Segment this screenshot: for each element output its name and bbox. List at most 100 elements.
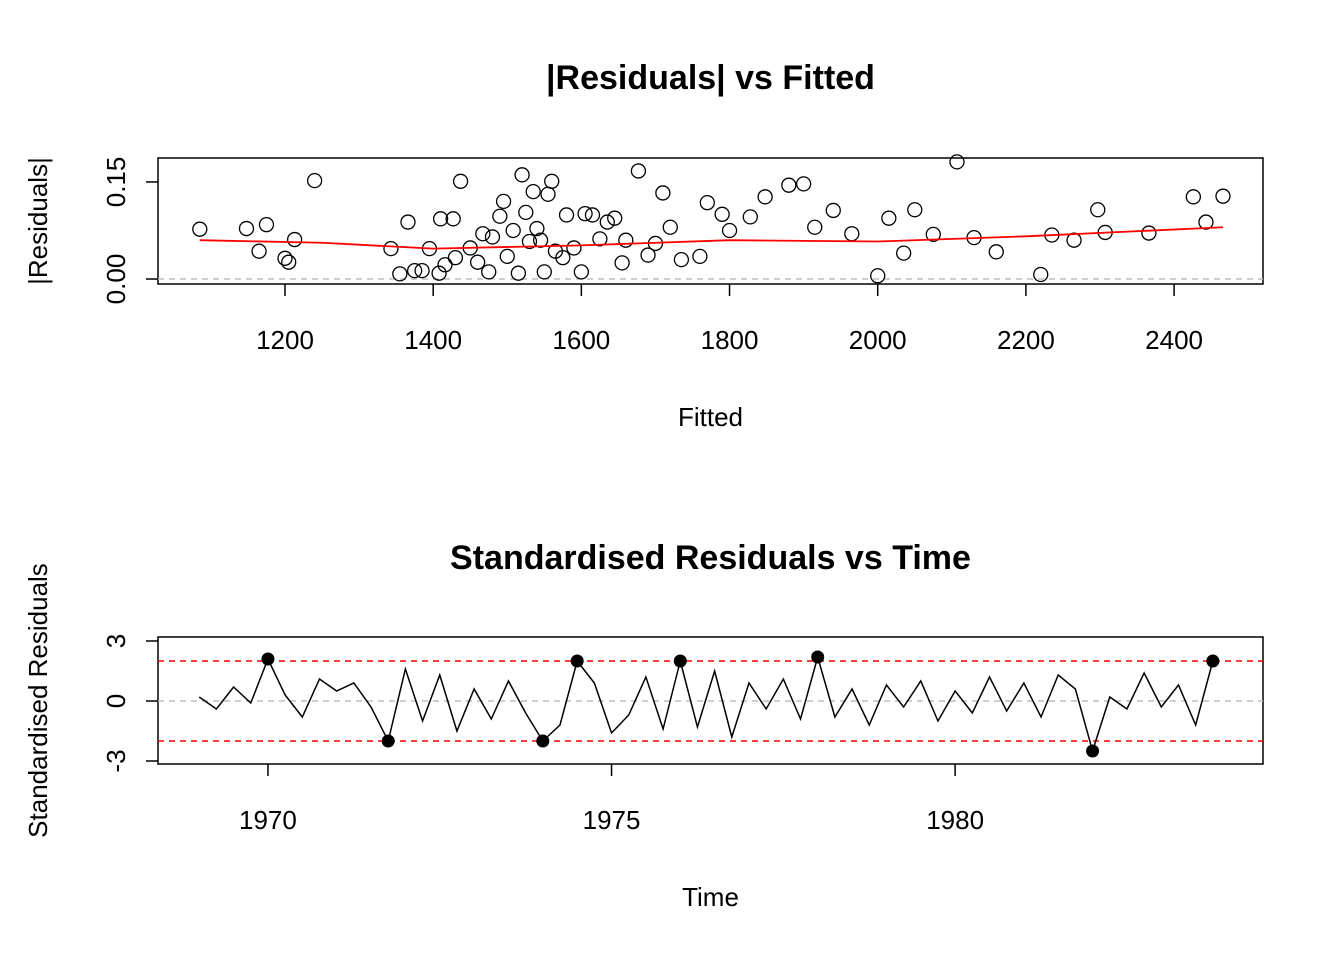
x-tick-label: 1975 <box>583 805 641 835</box>
point <box>306 173 323 189</box>
point <box>251 243 267 259</box>
point <box>492 208 508 224</box>
point <box>1198 214 1214 230</box>
y-tick-label: 0.15 <box>101 157 131 208</box>
y-axis-label: |Residuals| <box>23 157 53 285</box>
point <box>432 211 449 227</box>
point <box>529 220 545 237</box>
point <box>1185 189 1202 205</box>
point <box>573 264 590 280</box>
point <box>540 186 556 202</box>
point <box>640 247 656 263</box>
point <box>592 231 608 247</box>
point <box>532 232 549 248</box>
y-tick-label: -3 <box>101 749 131 772</box>
outlier-point <box>1206 654 1220 668</box>
point <box>277 250 293 266</box>
chart-title: Standardised Residuals vs Time <box>450 539 971 577</box>
point <box>499 248 515 265</box>
point <box>714 206 730 222</box>
point <box>630 163 647 179</box>
point <box>514 167 530 183</box>
point <box>662 219 678 235</box>
point <box>566 240 582 256</box>
point <box>1066 232 1082 248</box>
point <box>383 240 399 257</box>
point <box>577 206 593 222</box>
x-tick-label: 1970 <box>239 805 297 835</box>
outlier-point <box>536 734 550 748</box>
y-tick-label: 3 <box>101 634 131 648</box>
point <box>286 231 303 248</box>
x-axis-label: Fitted <box>678 402 743 432</box>
x-tick-label: 1400 <box>404 325 462 355</box>
point <box>555 250 571 266</box>
point <box>949 154 965 170</box>
point <box>414 262 430 279</box>
point <box>757 189 773 205</box>
point <box>607 210 623 226</box>
point <box>536 264 552 280</box>
point <box>510 265 527 281</box>
point <box>544 173 560 189</box>
y-tick-label: 0.00 <box>101 254 131 305</box>
x-tick-label: 1200 <box>256 325 314 355</box>
y-axis-label: Standardised Residuals <box>23 563 53 838</box>
x-tick-label: 1600 <box>552 325 610 355</box>
x-tick-label: 2000 <box>849 325 907 355</box>
x-axis-label: Time <box>682 882 739 912</box>
point <box>870 268 886 284</box>
point <box>445 211 461 227</box>
plot-frame <box>157 157 1264 285</box>
point <box>452 173 469 189</box>
point <box>258 217 275 233</box>
point <box>699 195 715 211</box>
point <box>475 226 491 242</box>
point <box>407 262 423 279</box>
point <box>495 193 512 210</box>
x-tick-label: 1980 <box>926 805 984 835</box>
point <box>192 221 208 237</box>
point <box>844 226 860 242</box>
point <box>988 244 1004 260</box>
point <box>925 226 941 243</box>
point <box>807 219 823 235</box>
point <box>518 204 534 221</box>
x-tick-label: 1800 <box>701 325 759 355</box>
point <box>437 257 453 273</box>
series-line <box>198 654 1214 754</box>
point <box>721 222 738 239</box>
point <box>431 265 447 281</box>
point <box>781 177 797 193</box>
chart-title: |Residuals| vs Fitted <box>546 59 875 97</box>
point <box>469 254 486 270</box>
point <box>505 222 521 239</box>
point <box>825 202 841 219</box>
outlier-point <box>673 654 687 668</box>
point <box>673 251 690 268</box>
trend-line <box>199 226 1224 250</box>
outlier-point <box>1086 744 1100 758</box>
point <box>481 264 497 280</box>
point <box>281 254 297 270</box>
point <box>742 209 758 225</box>
point <box>400 214 416 230</box>
point <box>584 207 601 223</box>
point <box>907 202 923 218</box>
point <box>238 220 255 237</box>
point <box>484 229 501 245</box>
point <box>881 210 897 226</box>
point <box>1141 225 1157 241</box>
point <box>655 185 671 201</box>
point <box>1215 188 1231 204</box>
point <box>521 233 538 250</box>
point <box>525 184 541 200</box>
point <box>392 266 408 282</box>
point <box>692 248 708 265</box>
y-tick-label: 0 <box>101 694 131 708</box>
point <box>896 245 912 261</box>
outlier-point <box>381 734 395 748</box>
outlier-point <box>811 650 825 664</box>
point <box>599 214 615 230</box>
